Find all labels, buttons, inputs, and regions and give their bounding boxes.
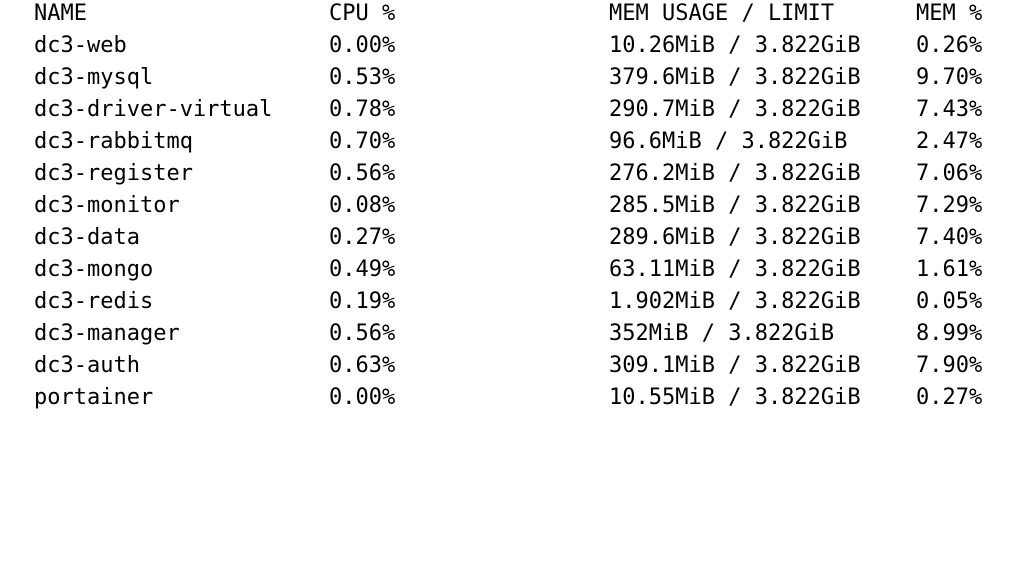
mem-usage: 276.2MiB / 3.822GiB xyxy=(609,161,861,186)
mem-usage: 10.55MiB / 3.822GiB xyxy=(609,385,861,410)
cpu-percent: 0.08% xyxy=(329,193,396,218)
table-row: dc3-web 0.00% 10.26MiB / 3.822GiB 0.26% xyxy=(0,30,1024,62)
container-name: dc3-register xyxy=(34,161,193,186)
mem-usage: 10.26MiB / 3.822GiB xyxy=(609,33,861,58)
mem-percent: 1.61% xyxy=(916,257,983,282)
container-name: dc3-rabbitmq xyxy=(34,129,193,154)
table-row: dc3-register 0.56% 276.2MiB / 3.822GiB 7… xyxy=(0,158,1024,190)
cpu-percent: 0.19% xyxy=(329,289,396,314)
container-name: dc3-web xyxy=(34,33,127,58)
column-header-mem-percent: MEM % xyxy=(916,1,983,26)
mem-percent: 2.47% xyxy=(916,129,983,154)
container-name: dc3-mysql xyxy=(34,65,154,90)
table-row: portainer 0.00% 10.55MiB / 3.822GiB 0.27… xyxy=(0,382,1024,414)
mem-percent: 7.06% xyxy=(916,161,983,186)
container-name: portainer xyxy=(34,385,154,410)
column-header-name: NAME xyxy=(34,1,87,26)
cpu-percent: 0.49% xyxy=(329,257,396,282)
mem-percent: 0.05% xyxy=(916,289,983,314)
table-row: dc3-mysql 0.53% 379.6MiB / 3.822GiB 9.70… xyxy=(0,62,1024,94)
mem-usage: 63.11MiB / 3.822GiB xyxy=(609,257,861,282)
table-row: dc3-manager 0.56% 352MiB / 3.822GiB 8.99… xyxy=(0,318,1024,350)
mem-usage: 96.6MiB / 3.822GiB xyxy=(609,129,848,154)
cpu-percent: 0.53% xyxy=(329,65,396,90)
mem-usage: 290.7MiB / 3.822GiB xyxy=(609,97,861,122)
cpu-percent: 0.27% xyxy=(329,225,396,250)
cpu-percent: 0.00% xyxy=(329,33,396,58)
container-name: dc3-data xyxy=(34,225,140,250)
mem-usage: 289.6MiB / 3.822GiB xyxy=(609,225,861,250)
mem-usage: 352MiB / 3.822GiB xyxy=(609,321,835,346)
cpu-percent: 0.00% xyxy=(329,385,396,410)
table-row: dc3-rabbitmq 0.70% 96.6MiB / 3.822GiB 2.… xyxy=(0,126,1024,158)
mem-percent: 0.26% xyxy=(916,33,983,58)
table-row: dc3-redis 0.19% 1.902MiB / 3.822GiB 0.05… xyxy=(0,286,1024,318)
mem-percent: 8.99% xyxy=(916,321,983,346)
table-row: dc3-mongo 0.49% 63.11MiB / 3.822GiB 1.61… xyxy=(0,254,1024,286)
cpu-percent: 0.56% xyxy=(329,321,396,346)
terminal-output: NAME CPU % MEM USAGE / LIMIT MEM % dc3-w… xyxy=(0,0,1024,414)
mem-usage: 285.5MiB / 3.822GiB xyxy=(609,193,861,218)
table-row: dc3-auth 0.63% 309.1MiB / 3.822GiB 7.90% xyxy=(0,350,1024,382)
cpu-percent: 0.78% xyxy=(329,97,396,122)
table-row: dc3-driver-virtual 0.78% 290.7MiB / 3.82… xyxy=(0,94,1024,126)
mem-usage: 309.1MiB / 3.822GiB xyxy=(609,353,861,378)
mem-percent: 7.29% xyxy=(916,193,983,218)
cpu-percent: 0.70% xyxy=(329,129,396,154)
container-name: dc3-auth xyxy=(34,353,140,378)
column-header-mem-usage: MEM USAGE / LIMIT xyxy=(609,1,835,26)
cpu-percent: 0.63% xyxy=(329,353,396,378)
mem-percent: 7.40% xyxy=(916,225,983,250)
table-header: NAME CPU % MEM USAGE / LIMIT MEM % xyxy=(0,0,1024,30)
mem-usage: 379.6MiB / 3.822GiB xyxy=(609,65,861,90)
container-name: dc3-driver-virtual xyxy=(34,97,273,122)
mem-percent: 0.27% xyxy=(916,385,983,410)
mem-percent: 7.90% xyxy=(916,353,983,378)
mem-percent: 7.43% xyxy=(916,97,983,122)
container-name: dc3-manager xyxy=(34,321,180,346)
mem-percent: 9.70% xyxy=(916,65,983,90)
container-name: dc3-monitor xyxy=(34,193,180,218)
table-row: dc3-monitor 0.08% 285.5MiB / 3.822GiB 7.… xyxy=(0,190,1024,222)
column-header-cpu: CPU % xyxy=(329,1,396,26)
table-row: dc3-data 0.27% 289.6MiB / 3.822GiB 7.40% xyxy=(0,222,1024,254)
container-name: dc3-redis xyxy=(34,289,154,314)
cpu-percent: 0.56% xyxy=(329,161,396,186)
mem-usage: 1.902MiB / 3.822GiB xyxy=(609,289,861,314)
container-name: dc3-mongo xyxy=(34,257,154,282)
